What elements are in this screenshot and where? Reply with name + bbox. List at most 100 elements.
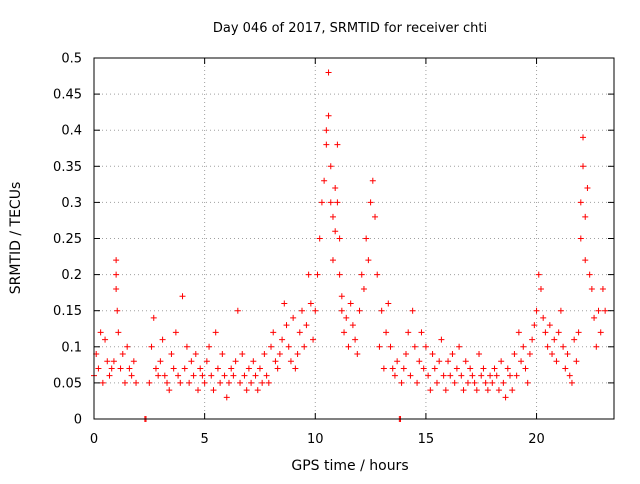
data-point: [274, 365, 281, 372]
data-point: [599, 286, 606, 293]
data-point: [473, 387, 480, 394]
data-point: [555, 329, 562, 336]
data-point: [540, 314, 547, 321]
data-point: [493, 372, 500, 379]
y-tick-labels: 0 0.05 0.1 0.15 0.2 0.25 0.3 0.35 0.4 0.45 0.5: [53, 52, 82, 428]
data-point: [349, 322, 356, 329]
data-point: [334, 141, 341, 148]
data-point: [469, 372, 476, 379]
data-point: [345, 343, 352, 350]
data-point: [117, 365, 124, 372]
y-tick-label: 0.3: [61, 196, 82, 211]
data-point: [287, 358, 294, 365]
data-point: [524, 379, 531, 386]
data-point: [436, 358, 443, 365]
x-tick-label: 0: [90, 432, 98, 447]
data-point: [290, 314, 297, 321]
data-point: [588, 286, 595, 293]
data-point: [354, 351, 361, 358]
data-point: [199, 372, 206, 379]
data-point: [487, 372, 494, 379]
data-point: [380, 365, 387, 372]
data-point: [489, 379, 496, 386]
data-point: [155, 372, 162, 379]
data-point: [221, 372, 228, 379]
data-point: [276, 351, 283, 358]
y-tick-label: 0.5: [61, 52, 82, 67]
data-point: [336, 235, 343, 242]
data-point: [301, 343, 308, 350]
data-point: [352, 336, 359, 343]
data-point: [338, 307, 345, 314]
data-point: [164, 379, 171, 386]
data-point: [447, 372, 454, 379]
data-point: [210, 387, 217, 394]
data-point: [546, 322, 553, 329]
data-point: [520, 343, 527, 350]
data-point: [177, 379, 184, 386]
data-point: [256, 365, 263, 372]
data-point: [507, 372, 513, 379]
data-point: [252, 372, 259, 379]
data-point: [553, 358, 560, 365]
data-point: [422, 343, 429, 350]
x-axis-label: GPS time / hours: [291, 458, 408, 474]
data-point: [372, 213, 379, 220]
data-point: [206, 343, 213, 350]
data-point: [358, 271, 365, 278]
data-point: [535, 271, 542, 278]
data-point: [104, 358, 111, 365]
data-point: [272, 358, 279, 365]
y-tick-label: 0.15: [53, 304, 82, 319]
data-point: [573, 358, 580, 365]
data-point: [580, 163, 587, 170]
data-point: [113, 257, 120, 264]
y-tick-label: 0.05: [53, 376, 82, 391]
data-point: [323, 127, 330, 134]
data-point: [239, 351, 246, 358]
data-point: [531, 322, 538, 329]
data-point: [449, 351, 456, 358]
data-point: [498, 358, 505, 365]
data-point: [433, 379, 440, 386]
data-point: [323, 141, 330, 148]
data-point: [416, 358, 423, 365]
data-point: [102, 336, 109, 343]
data-point: [383, 329, 390, 336]
data-point: [575, 329, 582, 336]
data-point: [407, 372, 414, 379]
data-point: [453, 365, 460, 372]
data-point: [500, 379, 507, 386]
data-point: [245, 365, 252, 372]
data-point: [462, 358, 469, 365]
data-point: [595, 307, 602, 314]
data-point: [281, 300, 288, 307]
data-point: [181, 365, 188, 372]
data-point: [166, 387, 173, 394]
data-point: [376, 343, 383, 350]
data-point: [261, 351, 268, 358]
data-point: [157, 358, 164, 365]
data-points: [91, 69, 609, 422]
data-point: [159, 336, 166, 343]
data-point: [279, 336, 286, 343]
data-point: [294, 351, 301, 358]
data-point: [374, 271, 381, 278]
data-point: [268, 343, 275, 350]
data-point: [347, 300, 354, 307]
data-point: [420, 365, 427, 372]
data-point: [597, 329, 604, 336]
data-point: [365, 257, 372, 264]
data-point: [110, 358, 117, 365]
data-point: [97, 329, 104, 336]
data-point: [504, 365, 511, 372]
data-point: [119, 351, 126, 358]
data-point: [568, 379, 575, 386]
data-point: [411, 343, 418, 350]
data-point: [405, 329, 412, 336]
data-point: [429, 351, 436, 358]
data-point: [316, 235, 323, 242]
data-point: [580, 134, 587, 141]
data-point: [526, 351, 533, 358]
data-point: [283, 322, 290, 329]
